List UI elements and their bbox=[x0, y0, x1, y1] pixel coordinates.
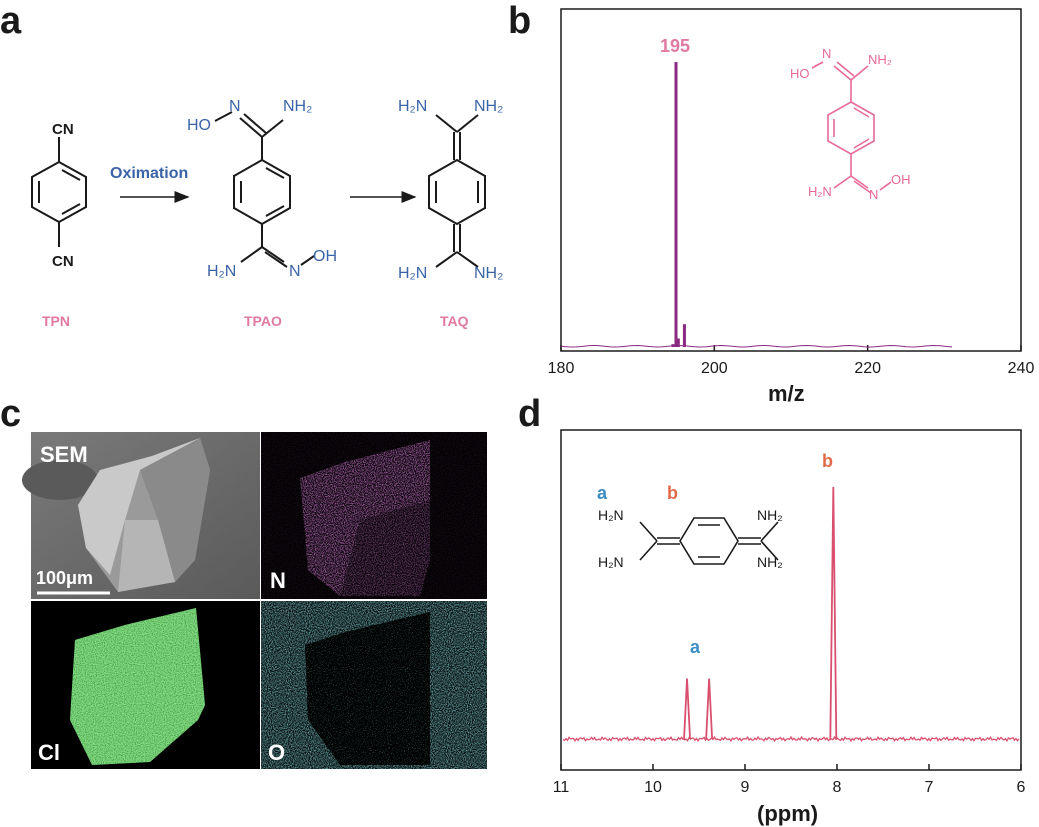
nmr-x-ticks: 11 10 9 8 7 6 bbox=[553, 764, 1026, 796]
atom-ho-top: HO bbox=[187, 117, 211, 134]
panel-label-d: d bbox=[518, 393, 541, 435]
nmr-atom-nh2-bottom: NH₂ bbox=[757, 554, 783, 570]
map-label-cl: Cl bbox=[38, 740, 60, 765]
nmr-peaks bbox=[683, 486, 838, 740]
oximation-label: Oximation bbox=[110, 165, 188, 182]
nmr-plot-frame bbox=[560, 429, 1022, 771]
compound-label-taq: TAQ bbox=[440, 313, 469, 329]
ms-x-label: m/z bbox=[768, 381, 805, 406]
nmr-peak bbox=[705, 678, 714, 740]
nmr-inset-structure: H₂N H₂N NH₂ NH₂ a b bbox=[597, 483, 783, 570]
nmr-tick-label: 9 bbox=[741, 779, 750, 796]
ms-atom-nh2: NH₂ bbox=[868, 52, 892, 67]
ms-peak bbox=[682, 324, 686, 347]
cl-map: Cl bbox=[31, 601, 260, 769]
panel-c: c 100μm SEM N bbox=[0, 393, 487, 769]
tpao-structure: N HO NH₂ H₂N N OH bbox=[187, 98, 337, 280]
nmr-tick-label: 6 bbox=[1017, 779, 1026, 796]
map-label-sem: SEM bbox=[40, 442, 88, 467]
compound-label-tpao: TPAO bbox=[244, 313, 282, 329]
nmr-tick-label: 8 bbox=[833, 779, 842, 796]
map-label-o: O bbox=[268, 740, 285, 765]
nmr-atom-h2n-top: H₂N bbox=[598, 507, 624, 523]
atom-n-bottom: N bbox=[289, 263, 301, 280]
compound-label-tpn: TPN bbox=[42, 313, 70, 329]
ms-peak bbox=[674, 62, 678, 347]
atom-oh-bottom: OH bbox=[313, 248, 337, 265]
o-map: O bbox=[261, 601, 487, 769]
ms-atom-h2n: H₂N bbox=[808, 184, 832, 199]
ms-x-ticks: 180 200 220 240 bbox=[548, 345, 1035, 377]
ms-tick-label: 220 bbox=[854, 360, 881, 377]
nmr-tick-label: 10 bbox=[644, 779, 662, 796]
nmr-atom-h2n-bottom: H₂N bbox=[598, 554, 624, 570]
map-label-n: N bbox=[270, 568, 286, 593]
ms-tick-label: 240 bbox=[1008, 360, 1035, 377]
struct-label-a: a bbox=[597, 483, 608, 503]
nmr-x-label: (ppm) bbox=[757, 801, 818, 826]
ms-peak bbox=[671, 344, 675, 347]
panel-a: a CN CN TPN Oximation bbox=[0, 0, 503, 329]
ms-tick-label: 180 bbox=[548, 360, 575, 377]
nmr-peak bbox=[683, 678, 691, 740]
panel-d: d 11 10 9 8 7 6 a b (ppm) H₂N H₂N NH₂ NH₂ a b bbox=[518, 393, 1026, 826]
nmr-spectrum bbox=[562, 735, 1020, 743]
ms-plot-frame bbox=[560, 8, 1022, 352]
ms-peaks bbox=[671, 62, 686, 347]
ms-baseline bbox=[560, 344, 953, 348]
atom-cn-bottom: CN bbox=[52, 253, 74, 270]
atom-cn-top: CN bbox=[52, 121, 74, 138]
atom-n-top: N bbox=[229, 98, 241, 115]
ms-atom-n-top: N bbox=[822, 46, 831, 61]
nmr-tick-label: 11 bbox=[553, 779, 570, 796]
ms-peak-annotation: 195 bbox=[660, 36, 690, 56]
atom-h2n-bl: H₂N bbox=[398, 265, 427, 282]
ms-tick-label: 200 bbox=[701, 360, 728, 377]
atom-h2n-tl: H₂N bbox=[398, 98, 427, 115]
scale-bar-label: 100μm bbox=[36, 568, 93, 588]
sem-image: 100μm SEM bbox=[22, 432, 260, 599]
ms-peak bbox=[676, 338, 680, 347]
struct-label-b: b bbox=[667, 483, 678, 503]
atom-nh2-top: NH₂ bbox=[283, 98, 312, 115]
atom-nh2-tr: NH₂ bbox=[474, 98, 503, 115]
panel-label-c: c bbox=[0, 393, 21, 435]
panel-b: b 180 200 220 240 195 m/z N HO NH₂ H₂N bbox=[508, 0, 1034, 406]
nmr-peak bbox=[829, 486, 838, 740]
nmr-peak-label-b: b bbox=[822, 451, 833, 471]
ms-atom-n-bottom: N bbox=[869, 187, 878, 202]
atom-nh2-br: NH₂ bbox=[474, 265, 503, 282]
n-map: N bbox=[261, 432, 487, 599]
ms-inset-structure: N HO NH₂ H₂N N OH bbox=[790, 46, 911, 202]
nmr-tick-label: 7 bbox=[925, 779, 934, 796]
nmr-atom-nh2-top: NH₂ bbox=[757, 507, 783, 523]
panel-label-a: a bbox=[0, 0, 22, 42]
taq-structure: H₂N NH₂ H₂N NH₂ bbox=[398, 98, 503, 282]
panel-label-b: b bbox=[508, 0, 531, 42]
tpn-structure: CN CN bbox=[31, 121, 87, 270]
ms-atom-oh: OH bbox=[891, 172, 911, 187]
ms-atom-ho: HO bbox=[790, 66, 810, 81]
nmr-peak-label-a: a bbox=[690, 637, 701, 657]
atom-h2n-bottom: H₂N bbox=[207, 263, 236, 280]
